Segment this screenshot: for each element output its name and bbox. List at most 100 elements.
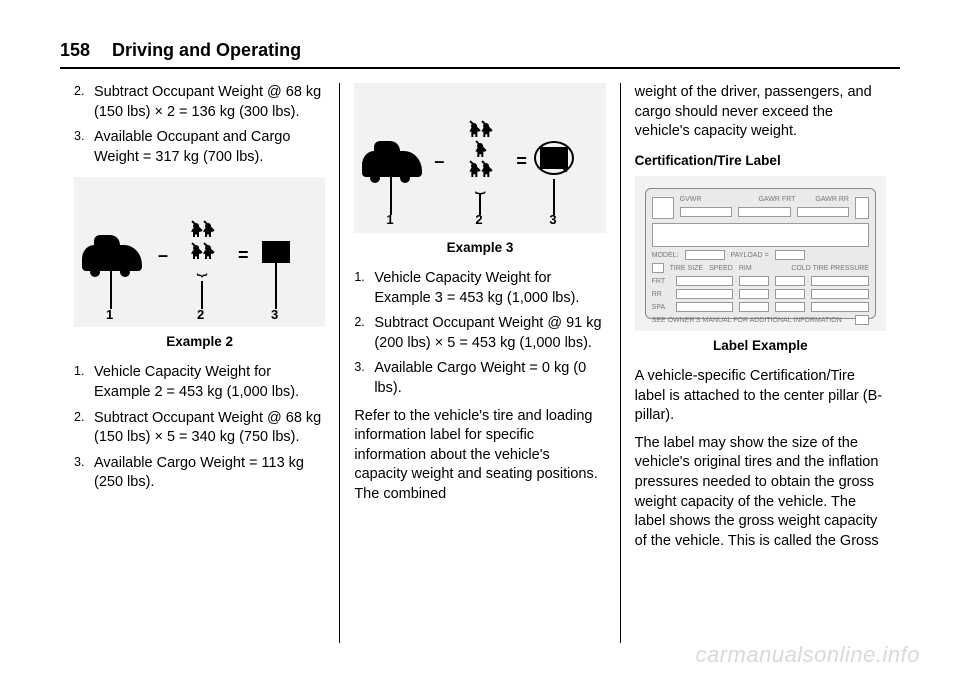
column-3: weight of the driver, passengers, and ca… <box>620 83 900 643</box>
list-num: 2. <box>74 83 84 100</box>
figure-caption: Example 3 <box>354 239 605 257</box>
content-columns: 2. Subtract Occupant Weight @ 68 kg (150 … <box>60 83 900 643</box>
cert-box <box>680 207 732 217</box>
section-title: Driving and Operating <box>112 40 301 61</box>
list-item: 1.Vehicle Capacity Weight for Example 3 … <box>354 269 605 308</box>
cert-field-label: TIRE SIZE <box>670 264 703 273</box>
list-num: 1. <box>74 363 84 380</box>
cert-field-label: FRT <box>652 277 670 286</box>
car-icon <box>82 245 142 271</box>
figure-example-3: – ⏟ = 1 2 3 <box>354 83 605 233</box>
list-item: 2. Subtract Occupant Weight @ 68 kg (150 … <box>74 83 325 122</box>
figure-label: 2 <box>197 306 204 324</box>
car-icon <box>362 151 422 177</box>
list-num: 2. <box>74 409 84 426</box>
cert-box <box>775 250 805 260</box>
list-item: 3. Available Occupant and Cargo Weight = … <box>74 128 325 167</box>
page-header: 158 Driving and Operating <box>60 40 900 69</box>
equals-icon: = <box>238 243 249 267</box>
list-text: Vehicle Capacity Weight for Example 3 = … <box>374 270 579 306</box>
cert-field-label: MODEL: <box>652 251 679 260</box>
cert-box <box>676 302 734 312</box>
list-text: Available Cargo Weight = 113 kg (250 lbs… <box>94 455 304 491</box>
figure-label: 3 <box>271 306 278 324</box>
cert-label-outline: GVWR GAWR FRT GAWR RR <box>645 188 876 319</box>
minus-icon: – <box>434 149 444 173</box>
cert-box <box>652 223 869 247</box>
cert-field-label: RIM <box>739 264 752 273</box>
list-item: 1. Vehicle Capacity Weight for Example 2 … <box>74 363 325 402</box>
equals-icon: = <box>516 149 527 173</box>
column-2: – ⏟ = 1 2 3 Example 3 1.Vehicle Capacity… <box>339 83 619 643</box>
body-paragraph: weight of the driver, passengers, and ca… <box>635 83 886 142</box>
occupant-row <box>448 123 512 139</box>
cert-box <box>775 276 805 286</box>
figure-caption: Example 2 <box>74 333 325 351</box>
figure-caption: Label Example <box>635 337 886 355</box>
list-num: 3. <box>74 128 84 145</box>
cert-field-label: GAWR FRT <box>758 195 795 204</box>
cert-field-label: COLD TIRE PRESSURE <box>791 264 869 273</box>
figure-label: 2 <box>475 211 482 229</box>
list-num: 2. <box>354 314 364 331</box>
occupant-group: ⏟ <box>448 123 512 190</box>
cert-box <box>855 197 869 219</box>
page-number: 158 <box>60 40 90 61</box>
cargo-prohibited-icon <box>540 147 568 169</box>
subheading: Certification/Tire Label <box>635 152 886 170</box>
brace-icon: ⏟ <box>448 179 512 190</box>
watermark: carmanualsonline.info <box>695 642 920 668</box>
cert-box <box>739 302 769 312</box>
list-text: Available Occupant and Cargo Weight = 31… <box>94 129 290 165</box>
cert-field-label: SPEED <box>709 264 733 273</box>
list-text: Subtract Occupant Weight @ 91 kg (200 lb… <box>374 315 601 351</box>
minus-icon: – <box>158 243 168 267</box>
body-paragraph: Refer to the vehicle's tire and loading … <box>354 407 605 505</box>
col1-list-b: 1. Vehicle Capacity Weight for Example 2 … <box>74 363 325 492</box>
cert-box <box>685 250 725 260</box>
col2-list: 1.Vehicle Capacity Weight for Example 3 … <box>354 269 605 398</box>
stand-line <box>390 177 392 215</box>
stand-line <box>275 263 277 309</box>
list-text: Available Cargo Weight = 0 kg (0 lbs). <box>374 360 586 396</box>
figure-example-2: – ⏟ = 1 2 3 <box>74 177 325 327</box>
cert-box <box>811 302 869 312</box>
cert-box <box>738 207 790 217</box>
list-item: 3. Available Cargo Weight = 113 kg (250 l… <box>74 454 325 493</box>
list-item: 2. Subtract Occupant Weight @ 68 kg (150 … <box>74 409 325 448</box>
brace-icon: ⏟ <box>174 261 230 272</box>
list-item: 3. Available Cargo Weight = 0 kg (0 lbs). <box>354 359 605 398</box>
cert-box <box>775 289 805 299</box>
cert-box <box>676 276 734 286</box>
cert-field-label: GAWR RR <box>815 195 849 204</box>
cert-box <box>855 315 869 325</box>
figure-label: 1 <box>386 211 393 229</box>
column-1: 2. Subtract Occupant Weight @ 68 kg (150 … <box>60 83 339 643</box>
cert-box <box>739 276 769 286</box>
cert-box <box>811 289 869 299</box>
list-item: 2. Subtract Occupant Weight @ 91 kg (200 … <box>354 314 605 353</box>
list-num: 3. <box>354 359 364 376</box>
list-num: 3. <box>74 454 84 471</box>
cert-box <box>652 263 664 273</box>
col1-list-a: 2. Subtract Occupant Weight @ 68 kg (150 … <box>74 83 325 167</box>
page: 158 Driving and Operating 2. Subtract Occ… <box>0 0 960 678</box>
body-paragraph: The label may show the size of the vehic… <box>635 434 886 551</box>
cert-box <box>775 302 805 312</box>
cert-box <box>811 276 869 286</box>
cert-footer: SEE OWNER'S MANUAL FOR ADDITIONAL INFORM… <box>652 316 842 325</box>
cert-field-label: PAYLOAD = <box>731 251 769 260</box>
cert-field-label: SPA <box>652 303 670 312</box>
occupant-row <box>174 223 230 239</box>
certification-label-figure: GVWR GAWR FRT GAWR RR <box>635 176 886 331</box>
list-text: Subtract Occupant Weight @ 68 kg (150 lb… <box>94 410 321 446</box>
figure-label: 3 <box>549 211 556 229</box>
cargo-icon <box>262 241 290 263</box>
cert-box <box>739 289 769 299</box>
cert-box <box>652 197 674 219</box>
figure-label: 1 <box>106 306 113 324</box>
list-text: Subtract Occupant Weight @ 68 kg (150 lb… <box>94 84 321 120</box>
cert-field-label: RR <box>652 290 670 299</box>
cert-box <box>797 207 849 217</box>
list-text: Vehicle Capacity Weight for Example 2 = … <box>94 364 299 400</box>
